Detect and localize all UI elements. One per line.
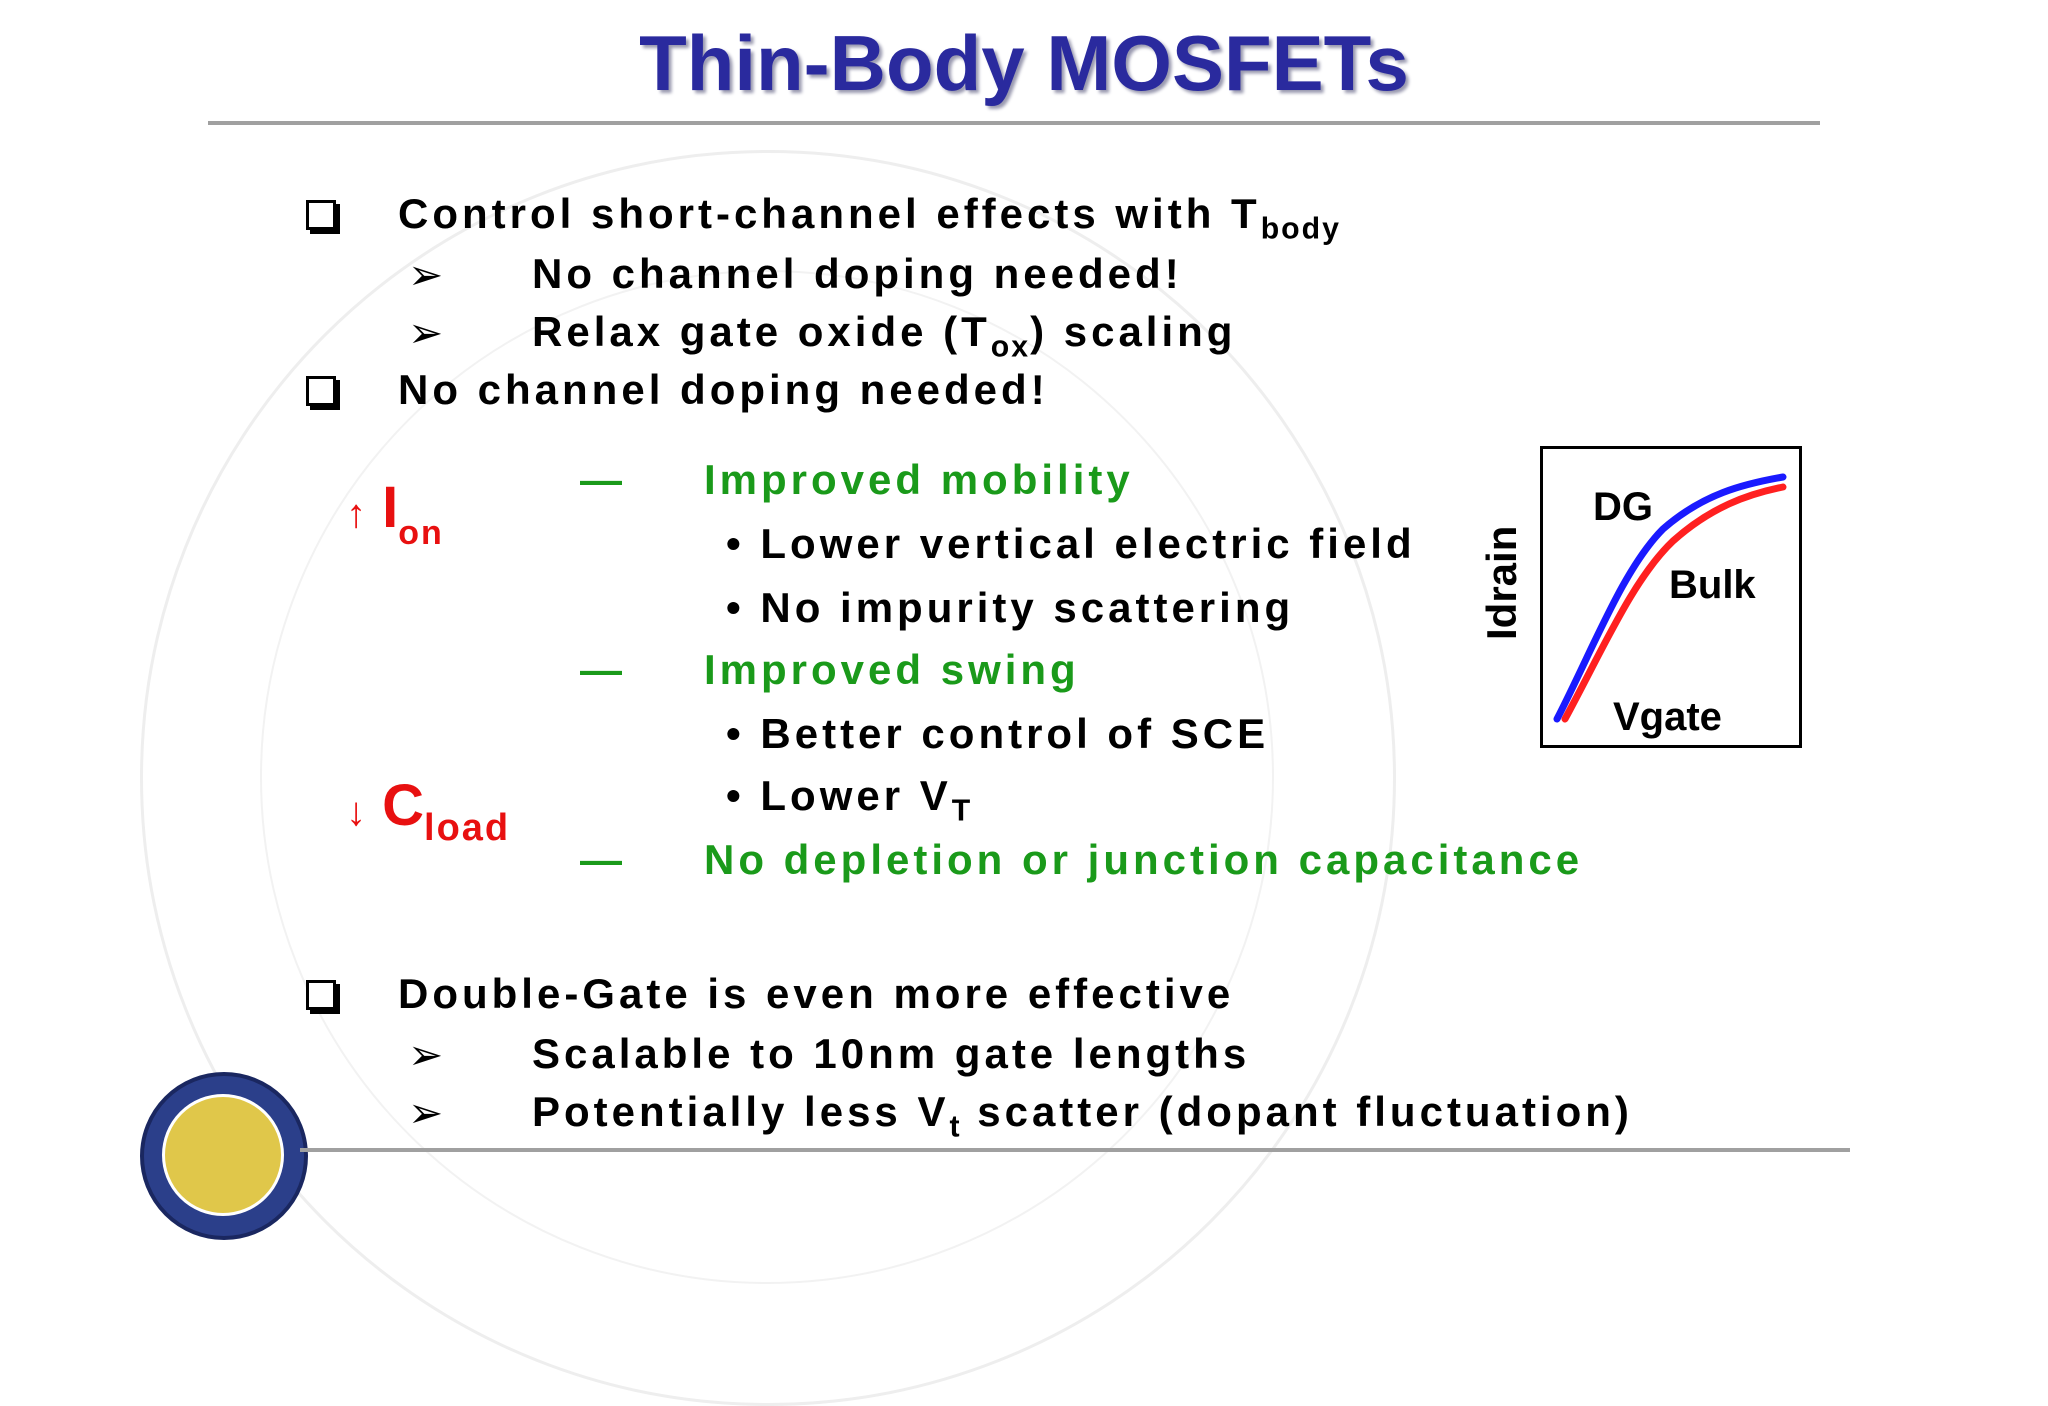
bullet-1-sub-2: Relax gate oxide (Tox) scaling [532, 308, 1237, 364]
effect-item: • Better control of SCE [726, 710, 1270, 757]
plot-xlabel: Vgate [1613, 695, 1722, 739]
sub-marker-icon: ➢ [408, 251, 448, 298]
footer-divider [300, 1148, 1850, 1152]
inset-plot: DG Bulk Vgate [1540, 446, 1802, 748]
bullet-3-sub-1: Scalable to 10nm gate lengths [532, 1030, 1251, 1077]
bullet-2: No channel doping needed! [398, 366, 1049, 413]
bullet-dot-icon: • [726, 584, 745, 631]
curve-label-bulk: Bulk [1669, 563, 1756, 607]
bullet-1: Control short-channel effects with Tbody [398, 190, 1341, 246]
effect-heading-mobility: Improved mobility [704, 456, 1134, 503]
up-arrow-icon: ↑ [346, 492, 366, 536]
effect-item: • Lower vertical electric field [726, 520, 1416, 567]
checkbox-bullet-icon [306, 376, 336, 406]
sub-marker-icon: ➢ [408, 1031, 448, 1078]
university-seal-logo [140, 1072, 308, 1240]
bullet-3: Double-Gate is even more effective [398, 970, 1235, 1017]
curve-dg [1553, 473, 1787, 723]
dash-2: — [580, 646, 626, 693]
title-divider [208, 121, 1820, 125]
dash-3: — [580, 836, 626, 883]
effect-heading-capacitance: No depletion or junction capacitance [704, 836, 1584, 883]
bullet-dot-icon: • [726, 520, 745, 567]
dash-1: — [580, 456, 626, 503]
sub-marker-icon: ➢ [408, 1089, 448, 1136]
seal-emblem [162, 1094, 284, 1216]
effect-item: • No impurity scattering [726, 584, 1295, 631]
effect-heading-swing: Improved swing [704, 646, 1080, 693]
bullet-dot-icon: • [726, 710, 745, 757]
checkbox-bullet-icon [306, 200, 336, 230]
bullet-3-sub-2: Potentially less Vt scatter (dopant fluc… [532, 1088, 1633, 1144]
plot-curves [1553, 473, 1787, 723]
plot-ylabel: Idrain [1478, 525, 1525, 640]
effect-item: • Lower VT [726, 772, 973, 828]
down-arrow-icon: ↓ [346, 790, 366, 834]
bullet-1-sub-1: No channel doping needed! [532, 250, 1183, 297]
ion-label: ↑ Ion [346, 475, 444, 552]
cload-label: ↓ Cload [346, 773, 511, 850]
sub-marker-icon: ➢ [408, 309, 448, 356]
curve-label-dg: DG [1593, 485, 1653, 529]
curve-bulk [1561, 483, 1787, 723]
bullet-dot-icon: • [726, 772, 745, 819]
slide-title: Thin-Body MOSFETs [639, 19, 1409, 107]
checkbox-bullet-icon [306, 980, 336, 1010]
